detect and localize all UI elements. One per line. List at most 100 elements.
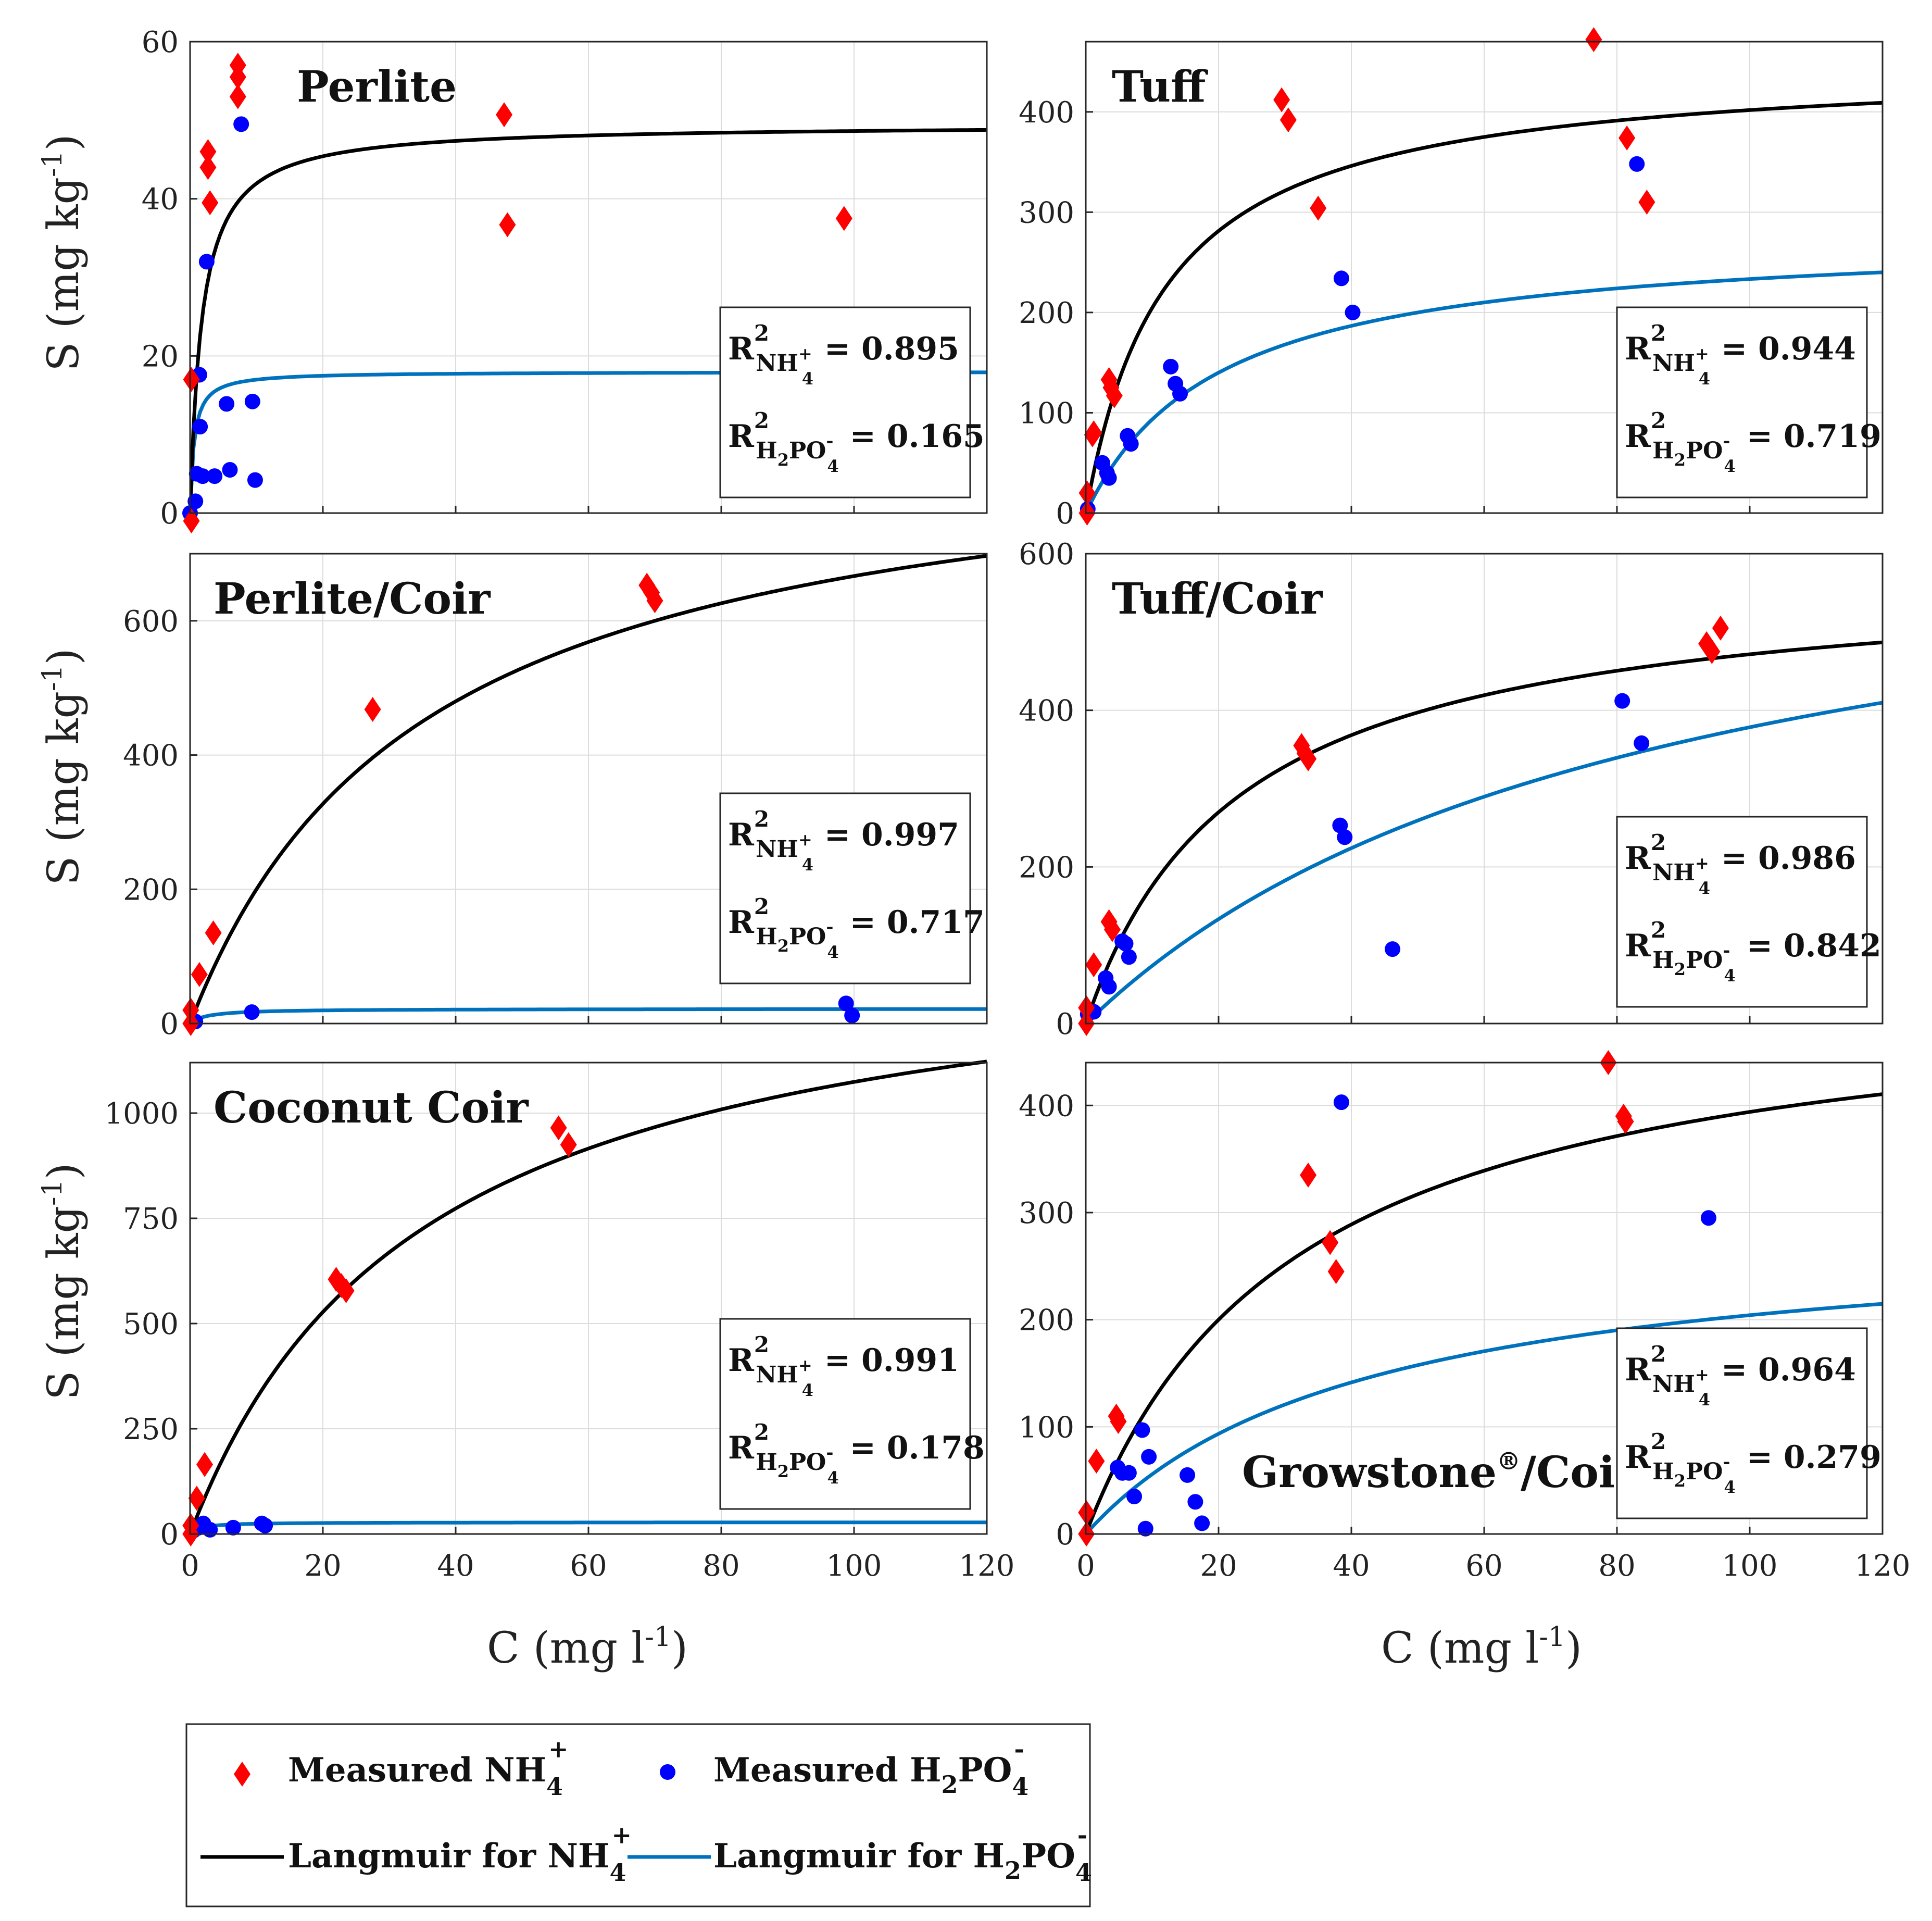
nh4-point bbox=[1300, 746, 1317, 771]
legend-measured-nh4: Measured NH4+ bbox=[288, 1735, 569, 1801]
nh4-point bbox=[1619, 125, 1636, 151]
x-tick-label: 0 bbox=[1076, 1549, 1095, 1583]
y-tick-label: 0 bbox=[160, 1518, 179, 1552]
y-tick-label: 0 bbox=[1056, 497, 1074, 531]
r2-box bbox=[719, 792, 971, 984]
y-tick-label: 500 bbox=[123, 1307, 179, 1341]
y-tick-label: 0 bbox=[1056, 1007, 1074, 1041]
panel-4: 0 200 400 600 Tuff/Coir R2 NH+ 4 = 0.986 R2 H2PO-… bbox=[1019, 538, 1884, 1041]
y-tick-label: 60 bbox=[142, 26, 179, 59]
y-tick-label: 400 bbox=[1019, 96, 1074, 130]
y-tick-label: 400 bbox=[1019, 1089, 1074, 1123]
plot-frame bbox=[189, 41, 988, 514]
h2po4-point bbox=[1137, 1520, 1153, 1537]
r2-h2po4-text: R2 H2PO-4 = 0.719 bbox=[1625, 408, 1881, 476]
nh4-point bbox=[196, 1452, 214, 1477]
r2-h2po4-text: R2 H2PO-4 = 0.165 bbox=[728, 408, 985, 476]
plot-frame bbox=[1085, 1062, 1884, 1535]
h2po4-point bbox=[1180, 1467, 1196, 1483]
r2-nh4-text: R2 NH+ 4 = 0.964 bbox=[1625, 1341, 1856, 1409]
langmuir-nh4-curve bbox=[1086, 1092, 1883, 1535]
h2po4-point bbox=[1345, 304, 1361, 320]
nh4-point bbox=[1322, 1230, 1339, 1255]
x-tick-label: 120 bbox=[1855, 1549, 1911, 1583]
r2-h2po4-text: R2 H2PO-4 = 0.178 bbox=[728, 1419, 985, 1488]
h2po4-point bbox=[222, 462, 238, 478]
y-tick-label: 20 bbox=[142, 340, 179, 373]
nh4-point bbox=[191, 962, 208, 987]
x-tick-label: 0 bbox=[181, 1549, 199, 1583]
panel-title: Growstone®/Coir bbox=[1242, 1447, 1638, 1498]
ylabel-row2: S (mg kg-1) bbox=[37, 648, 89, 885]
nh4-point bbox=[199, 155, 217, 180]
x-tick-label: 40 bbox=[1333, 1549, 1370, 1583]
panel-2: 0 100 200 300 400 Tuff R2 NH+ 4 = 0.944 R2 H2PO-4 … bbox=[1019, 27, 1884, 531]
nh4-point bbox=[364, 696, 381, 722]
nh4-point bbox=[835, 206, 852, 231]
h2po4-point bbox=[257, 1517, 273, 1533]
r2-nh4-text: R2 NH+ 4 = 0.986 bbox=[1625, 830, 1856, 898]
nh4-point bbox=[1327, 1259, 1345, 1284]
panel-title: Perlite bbox=[297, 62, 457, 112]
h2po4-point bbox=[187, 493, 204, 509]
panel-6: 0 100 200 300 400 0 20 40 60 80 100 120 Growstone®/C… bbox=[1019, 1050, 1910, 1583]
xlabel-right: C (mg l-1) bbox=[1381, 1621, 1582, 1673]
nh4-point bbox=[1300, 1162, 1317, 1188]
r2-nh4-text: R2 NH+ 4 = 0.944 bbox=[1625, 320, 1856, 389]
h2po4-point bbox=[244, 393, 260, 409]
y-tick-label: 0 bbox=[1056, 1518, 1074, 1552]
ylabel-row1: S (mg kg-1) bbox=[37, 134, 89, 371]
panel-1: 0 20 40 60 Perlite R2 NH+ 4 = 0.895 R2 H2PO-4 = 0… bbox=[142, 26, 988, 534]
x-tick-label: 80 bbox=[702, 1549, 739, 1583]
legend-nh4-marker bbox=[234, 1762, 250, 1787]
legend-h2po4-marker bbox=[660, 1764, 675, 1780]
h2po4-point bbox=[207, 468, 223, 484]
plot-frame bbox=[1085, 553, 1884, 1025]
h2po4-point bbox=[1333, 270, 1349, 286]
langmuir-h2po4-curve bbox=[1086, 1302, 1883, 1536]
y-tick-label: 200 bbox=[1019, 851, 1074, 884]
y-tick-label: 100 bbox=[1019, 1411, 1074, 1444]
x-tick-label: 120 bbox=[959, 1549, 1015, 1583]
plot-frame bbox=[1085, 41, 1884, 514]
h2po4-point bbox=[1123, 436, 1139, 452]
nh4-point bbox=[1703, 639, 1721, 664]
curves-group bbox=[1086, 1092, 1883, 1536]
y-tick-label: 400 bbox=[1019, 694, 1074, 728]
nh4-point bbox=[1085, 952, 1102, 978]
nh4-point bbox=[1310, 195, 1327, 221]
x-tick-label: 100 bbox=[826, 1549, 882, 1583]
nh4-point bbox=[1088, 1449, 1105, 1474]
h2po4-point bbox=[198, 254, 215, 270]
nh4-point bbox=[183, 508, 200, 534]
x-tick-label: 60 bbox=[570, 1549, 607, 1583]
r2-nh4-text: R2 NH+ 4 = 0.997 bbox=[728, 806, 959, 875]
h2po4-point bbox=[1385, 941, 1401, 957]
y-tick-label: 0 bbox=[160, 1007, 179, 1041]
panel-3: 0 200 400 600 Perlite/Coir R2 NH+ 4 = 0.997 R2 H2… bbox=[123, 553, 988, 1041]
xlabel-left: C (mg l-1) bbox=[487, 1621, 688, 1673]
nh4-point bbox=[202, 190, 219, 216]
langmuir-h2po4-curve bbox=[1086, 270, 1883, 514]
r2-box bbox=[719, 1318, 971, 1510]
h2po4-point bbox=[225, 1519, 241, 1536]
r2-box bbox=[1616, 306, 1868, 498]
h2po4-point bbox=[1121, 949, 1137, 965]
y-tick-label: 400 bbox=[123, 739, 179, 773]
y-tick-label: 200 bbox=[1019, 296, 1074, 330]
nh4-point bbox=[337, 1278, 355, 1303]
h2po4-point bbox=[233, 116, 249, 132]
x-tick-label: 60 bbox=[1465, 1549, 1502, 1583]
nh4-point bbox=[1617, 1109, 1634, 1134]
legend-langmuir-nh4: Langmuir for NH4+ bbox=[288, 1821, 632, 1887]
langmuir-h2po4-curve bbox=[1086, 701, 1883, 1025]
y-tick-label: 300 bbox=[1019, 196, 1074, 230]
nh4-point bbox=[1085, 420, 1102, 445]
x-tick-label: 100 bbox=[1722, 1549, 1778, 1583]
nh4-point bbox=[183, 367, 200, 392]
h2po4-point bbox=[1629, 156, 1645, 172]
h2po4-point bbox=[192, 419, 208, 435]
h2po4-point bbox=[1337, 829, 1353, 845]
y-tick-label: 600 bbox=[123, 605, 179, 639]
